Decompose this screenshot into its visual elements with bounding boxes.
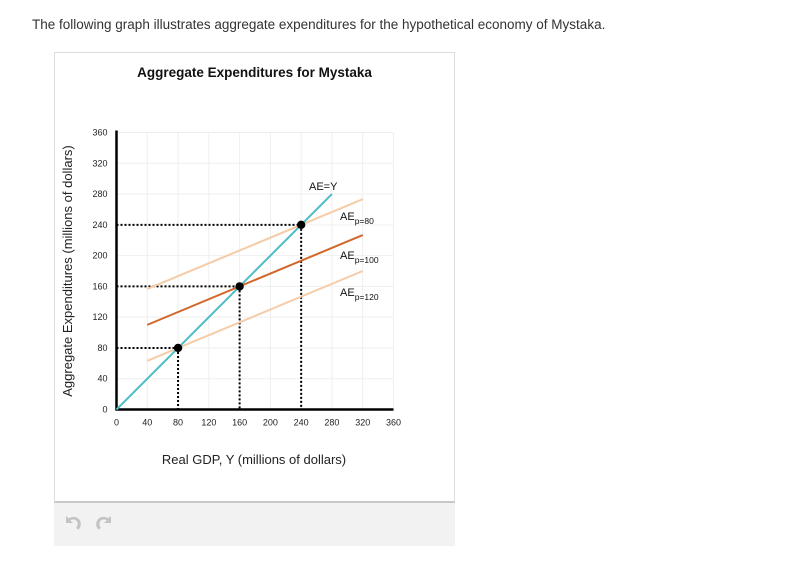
graph-panel xyxy=(54,52,455,503)
x-tick-label: 160 xyxy=(232,418,247,428)
equilibrium-point xyxy=(296,220,306,230)
ae-p80-label: AEp=80 xyxy=(340,211,374,226)
ae-p120-label: AEp=120 xyxy=(340,287,379,302)
ae-p80-line xyxy=(146,198,364,290)
intro-text: The following graph illustrates aggregat… xyxy=(32,17,606,32)
y-axis-label: Aggregate Expenditures (millions of doll… xyxy=(60,145,75,396)
x-tick-label: 360 xyxy=(386,418,401,428)
ae-curves xyxy=(115,193,364,411)
tick-labels: 0 40 80 120 160 200 240 280 320 360 0 40 80 120 160 200… xyxy=(92,128,401,428)
y-tick-label: 200 xyxy=(92,251,107,261)
undo-button[interactable] xyxy=(63,513,85,533)
graph-toolbar xyxy=(54,503,455,546)
ae-equals-y-label: AE=Y xyxy=(309,181,338,193)
equilibrium-points xyxy=(173,220,306,353)
x-tick-label: 240 xyxy=(294,418,309,428)
redo-button[interactable] xyxy=(92,513,114,533)
equilibrium-point xyxy=(235,282,244,291)
y-tick-label: 40 xyxy=(97,374,107,384)
axes xyxy=(115,130,394,411)
y-tick-label: 280 xyxy=(92,189,107,199)
ae-p100-label: AEp=100 xyxy=(340,250,379,265)
x-tick-label: 120 xyxy=(201,418,216,428)
grid-lines xyxy=(116,132,394,410)
x-tick-label: 200 xyxy=(263,418,278,428)
y-tick-label: 320 xyxy=(92,158,107,168)
curve-labels: AE=Y AEp=80 AEp=100 AEp=120 xyxy=(309,181,379,302)
ae-p100-line xyxy=(146,234,364,326)
y-tick-label: 80 xyxy=(97,343,107,353)
equilibrium-guide-lines xyxy=(116,223,303,410)
x-tick-label: 40 xyxy=(142,418,152,428)
y-tick-label: 360 xyxy=(92,128,107,138)
chart-title: Aggregate Expenditures for Mystaka xyxy=(137,65,372,80)
x-tick-label: 320 xyxy=(355,418,370,428)
ae-equals-y-line xyxy=(115,193,333,411)
equilibrium-point xyxy=(173,343,183,353)
y-tick-label: 160 xyxy=(92,281,107,291)
x-tick-label: 280 xyxy=(324,418,339,428)
y-tick-label: 0 xyxy=(102,405,107,415)
x-axis-label: Real GDP, Y (millions of dollars) xyxy=(162,452,346,467)
undo-icon xyxy=(66,516,81,530)
x-tick-label: 0 xyxy=(114,418,119,428)
x-tick-label: 80 xyxy=(173,418,183,428)
y-tick-label: 240 xyxy=(92,220,107,230)
ae-p120-line xyxy=(146,270,364,362)
redo-icon xyxy=(96,516,111,530)
y-tick-label: 120 xyxy=(92,312,107,322)
